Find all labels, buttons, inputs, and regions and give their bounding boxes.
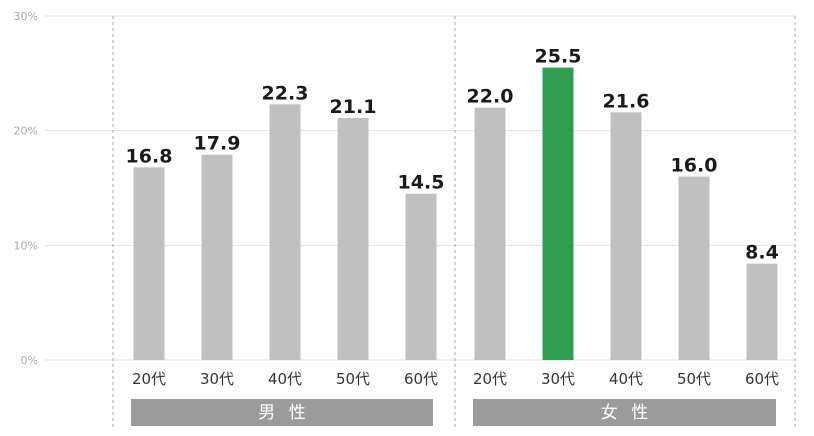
y-tick-label: 0% [21, 354, 38, 367]
bar [474, 107, 506, 360]
group-label: 男 性 [258, 403, 309, 423]
x-tick-label: 60代 [404, 370, 438, 388]
group-band [131, 399, 433, 426]
data-label: 14.5 [398, 172, 445, 194]
x-tick-label: 60代 [745, 370, 779, 388]
data-label: 22.3 [262, 82, 309, 104]
data-label: 16.8 [126, 145, 173, 167]
x-tick-label: 40代 [609, 370, 643, 388]
bar [542, 67, 574, 360]
x-tick-label: 50代 [336, 370, 370, 388]
data-label: 22.0 [467, 86, 514, 108]
bar [337, 118, 369, 360]
x-tick-label: 20代 [473, 370, 507, 388]
data-label: 21.1 [330, 96, 377, 118]
x-tick-label: 20代 [132, 370, 166, 388]
data-labels: 16.8 17.9 22.3 21.1 14.5 22.0 25.5 21.6 16.0 8.4 [126, 46, 779, 264]
data-label: 17.9 [194, 133, 241, 155]
x-tick-label: 30代 [200, 370, 234, 388]
y-tick-label: 10% [14, 239, 38, 252]
x-axis-ticks: 20代 30代 40代 50代 60代 20代 30代 40代 50代 60代 [132, 370, 779, 388]
bars [133, 67, 778, 360]
bar [678, 176, 710, 360]
x-tick-label: 50代 [677, 370, 711, 388]
group-bands: 男 性女 性 [131, 399, 776, 426]
bar [610, 112, 642, 360]
group-label: 女 性 [601, 403, 652, 423]
group-separators [112, 16, 796, 428]
data-label: 25.5 [535, 46, 582, 68]
y-tick-label: 20% [14, 125, 38, 138]
bar [405, 193, 437, 360]
y-axis-ticks: 0% 10% 20% 30% [14, 10, 38, 367]
bar [746, 263, 778, 360]
data-label: 16.0 [671, 155, 718, 177]
y-tick-label: 30% [14, 10, 38, 23]
data-label: 21.6 [603, 90, 650, 112]
x-tick-label: 30代 [541, 370, 575, 388]
data-label: 8.4 [745, 242, 779, 264]
bar [201, 154, 233, 360]
group-band [473, 399, 776, 426]
bar [269, 104, 301, 360]
bar [133, 167, 165, 360]
x-tick-label: 40代 [268, 370, 302, 388]
